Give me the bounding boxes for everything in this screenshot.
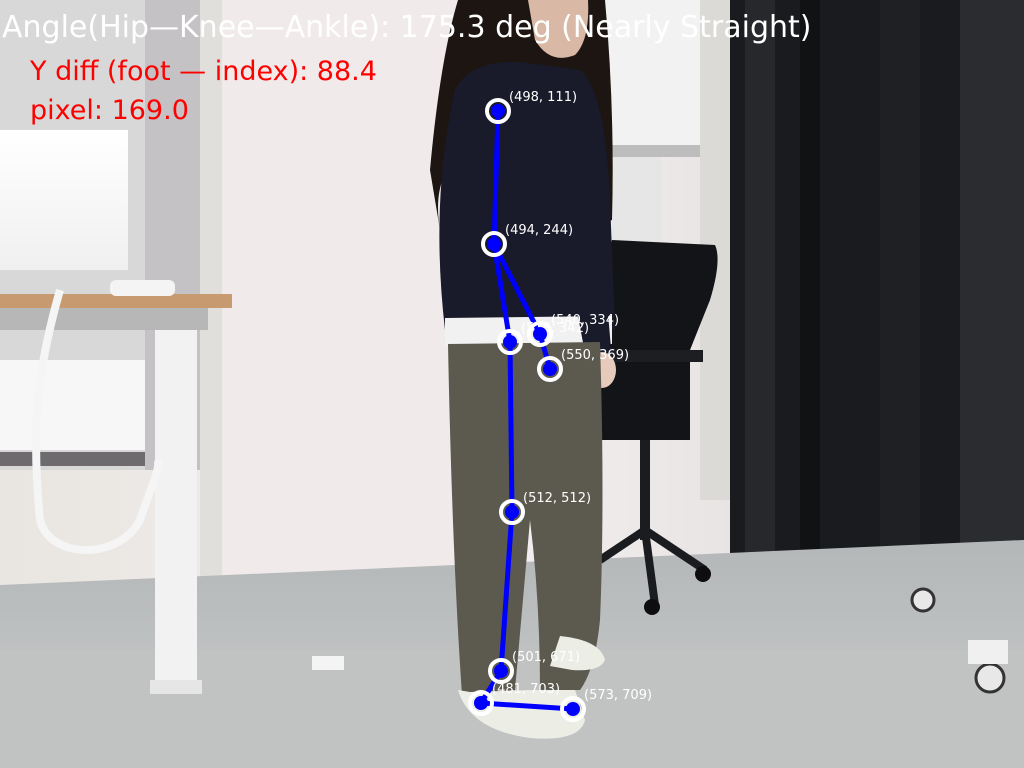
keypoint-ring [481,231,507,257]
keypoint-coordinate-label: (550, 369) [561,348,629,363]
keypoint-coordinate-label: (498, 111) [509,90,577,105]
skeleton-bone [491,108,501,247]
caster-wheels [910,587,1008,694]
shoe [550,636,605,671]
paper-scrap [312,656,344,670]
keypoint-coordinate-label: (540, 334) [551,313,619,328]
keypoint-coordinate-label: (501, 671) [512,650,580,665]
keypoint-ring [468,690,494,716]
keypoint-ring [537,356,563,382]
keypoint-ring [488,658,514,684]
keypoint-ring [499,499,525,525]
wall-panel [222,0,472,650]
keypoint-coordinate-label: (481, 703) [492,682,560,697]
dark-curtain [730,0,1024,640]
keypoint-dot [494,664,508,678]
skeleton-bone [491,241,513,345]
skeleton-bone [507,339,515,515]
pants [448,342,603,695]
skeleton-bone [491,241,543,337]
pixel-readout: pixel: 169.0 [30,95,189,126]
keypoint-ring [497,329,523,355]
keypoint-coordinate-label: (573, 709) [584,688,652,703]
keypoint-ring [527,321,553,347]
cable [32,288,163,554]
face [528,0,589,58]
person [430,0,616,739]
keypoint-coordinate-label: (512, 512) [523,491,591,506]
keypoint-dot [543,362,557,376]
office-chair [597,240,718,615]
skeleton-bone [498,509,515,674]
keypoint-ring [485,98,511,124]
keypoint-dot [566,702,580,716]
keypoint-dot [505,505,519,519]
keypoint-dot [474,696,488,710]
keypoint-dot [533,327,547,341]
y-diff-readout: Y diff (foot — index): 88.4 [30,56,377,87]
keypoint-dot [487,237,501,251]
skeleton-bone [478,700,576,712]
angle-readout: Angle(Hip—Knee—Ankle): 175.3 deg (Nearly… [2,10,812,45]
keypoint-dot [503,335,517,349]
keypoint-dot [491,104,505,118]
keypoint-ring [560,696,586,722]
arm [560,200,612,380]
pose-keypoints: (498, 111)(494, 244)(510, 342)(540, 334)… [468,90,652,722]
wall-pillar [200,0,222,650]
keypoint-coordinate-label: (494, 244) [505,223,573,238]
desk [0,280,232,694]
